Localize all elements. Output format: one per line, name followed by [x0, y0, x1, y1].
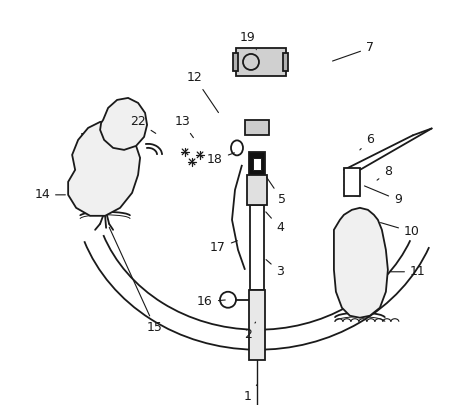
Polygon shape [68, 122, 140, 216]
Text: 2: 2 [244, 322, 256, 341]
Bar [236, 48, 286, 76]
Text: 8: 8 [377, 165, 392, 180]
Bar [233, 53, 238, 71]
Text: 10: 10 [380, 223, 420, 238]
Bar [250, 205, 264, 290]
Text: 15: 15 [109, 227, 163, 334]
Text: 4: 4 [266, 212, 284, 234]
Text: 12: 12 [187, 71, 218, 113]
Bar [283, 53, 288, 71]
Polygon shape [100, 98, 147, 150]
Bar [344, 168, 360, 196]
Text: 18: 18 [207, 153, 234, 166]
Text: 5: 5 [267, 177, 286, 206]
Text: 6: 6 [360, 133, 374, 150]
Bar [253, 158, 261, 170]
Text: 1: 1 [244, 385, 257, 403]
Text: 14: 14 [34, 188, 65, 201]
Bar [247, 175, 267, 205]
Bar [249, 152, 265, 176]
Text: 3: 3 [266, 260, 284, 278]
Text: 19: 19 [240, 32, 257, 50]
Text: 11: 11 [391, 265, 426, 278]
Bar [249, 290, 265, 360]
Text: 22: 22 [130, 115, 156, 133]
Bar [245, 120, 269, 135]
Text: 7: 7 [333, 41, 374, 61]
Text: 17: 17 [210, 241, 238, 254]
Text: 9: 9 [365, 186, 402, 206]
Polygon shape [334, 208, 388, 318]
Text: 13: 13 [174, 115, 193, 138]
Text: 16: 16 [197, 295, 225, 308]
